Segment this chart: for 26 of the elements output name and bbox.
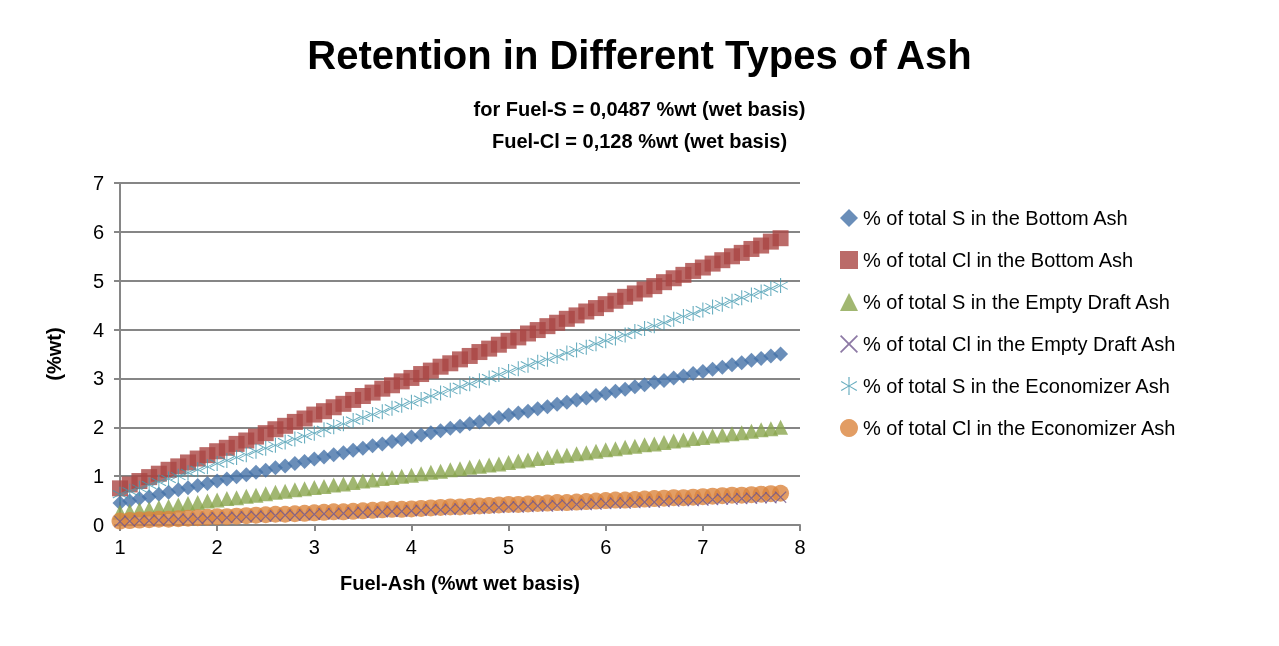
x-axis-title: Fuel-Ash (%wt wet basis): [339, 572, 581, 594]
legend-label: % of total S in the Empty Draft Ash: [863, 291, 1170, 313]
x-tick-label: 4: [405, 536, 417, 558]
x-tick-label: 3: [308, 536, 320, 558]
y-tick-label: 2: [92, 416, 104, 439]
y-tick-label: 4: [92, 318, 104, 341]
x-tick-label: 8: [794, 536, 806, 558]
y-axis-title: (%wt): [43, 327, 65, 381]
x-tick-label: 2: [211, 536, 223, 558]
x-tick-label: 7: [697, 536, 709, 558]
chart-subtitle: for Fuel-S = 0,0487 %wt (wet basis) Fuel-Cl = 0,128 %wt (wet basis): [473, 98, 806, 152]
y-tick-label: 1: [92, 465, 104, 488]
legend-label: % of total Cl in the Empty Draft Ash: [863, 333, 1176, 355]
x-tick-label: 6: [600, 536, 612, 558]
legend-label: % of total S in the Economizer Ash: [863, 375, 1170, 397]
legend-label: % of total Cl in the Bottom Ash: [863, 249, 1134, 271]
y-tick-label: 3: [92, 367, 104, 390]
y-tick-label: 7: [92, 172, 104, 194]
y-tick-label: 0: [92, 514, 104, 536]
legend-label: % of total Cl in the Economizer Ash: [863, 417, 1176, 439]
y-tick-label: 6: [92, 220, 104, 243]
y-tick-label: 5: [92, 269, 104, 292]
legend-label: % of total S in the Bottom Ash: [863, 207, 1128, 229]
x-tick-label: 5: [503, 536, 515, 558]
x-tick-label: 1: [114, 536, 126, 558]
chart-title: Retention in Different Types of Ash: [307, 33, 972, 77]
